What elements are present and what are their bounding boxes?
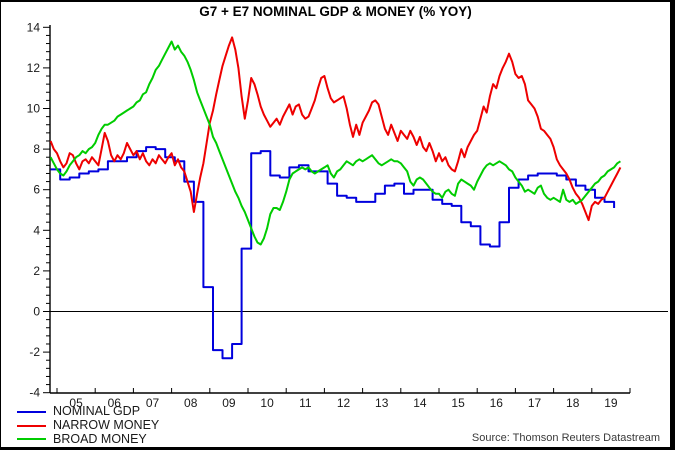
legend-label-broad-money: BROAD MONEY (53, 431, 147, 446)
series-line-nominal-gdp (50, 146, 616, 360)
y-tick-label: 10 (27, 102, 41, 116)
x-tick-label: 19 (604, 396, 618, 410)
legend-item-broad-money: BROAD MONEY (17, 431, 159, 447)
x-tick-label: 08 (184, 396, 198, 410)
y-tick-label: 2 (33, 264, 40, 278)
x-tick-label: 16 (490, 396, 504, 410)
y-tick-label: 8 (33, 142, 40, 156)
x-tick-label: 17 (528, 396, 542, 410)
source-note: Source: Thomson Reuters Datastream (471, 432, 660, 444)
x-tick-label: 12 (337, 396, 351, 410)
legend-swatch-nominal-gdp (17, 410, 46, 413)
x-tick-label: 13 (375, 396, 389, 410)
series-line-broad-money (49, 40, 621, 246)
x-tick-label: 07 (146, 396, 160, 410)
y-tick-label: 0 (33, 305, 40, 319)
x-tick-label: 14 (413, 396, 427, 410)
y-tick-label: 6 (33, 183, 40, 197)
chart-title: G7 + E7 NOMINAL GDP & MONEY (% YOY) (199, 4, 472, 19)
x-tick-label: 11 (299, 396, 312, 410)
x-tick-label: 06 (108, 396, 122, 410)
x-tick-label: 10 (260, 396, 274, 410)
legend-swatch-broad-money (17, 438, 46, 441)
legend-item-nominal-gdp: NOMINAL GDP (17, 405, 159, 419)
x-tick-label: 09 (222, 396, 236, 410)
x-tick-label: 18 (566, 396, 580, 410)
legend-label-narrow-money: NARROW MONEY (53, 418, 160, 433)
y-tick-label: 12 (27, 61, 41, 75)
y-tick-label: 14 (27, 20, 41, 34)
series-line-narrow-money (49, 36, 622, 222)
y-tick-label: -4 (29, 386, 40, 400)
legend-swatch-narrow-money (17, 424, 46, 427)
legend-label-nominal-gdp: NOMINAL GDP (53, 404, 141, 419)
y-tick-label: -2 (29, 345, 40, 359)
legend-item-narrow-money: NARROW MONEY (17, 419, 159, 433)
x-tick-label: 15 (451, 396, 465, 410)
y-tick-label: 4 (33, 223, 40, 237)
legend: NOMINAL GDP NARROW MONEY BROAD MONEY (17, 405, 159, 446)
x-tick-label: 05 (69, 396, 83, 410)
